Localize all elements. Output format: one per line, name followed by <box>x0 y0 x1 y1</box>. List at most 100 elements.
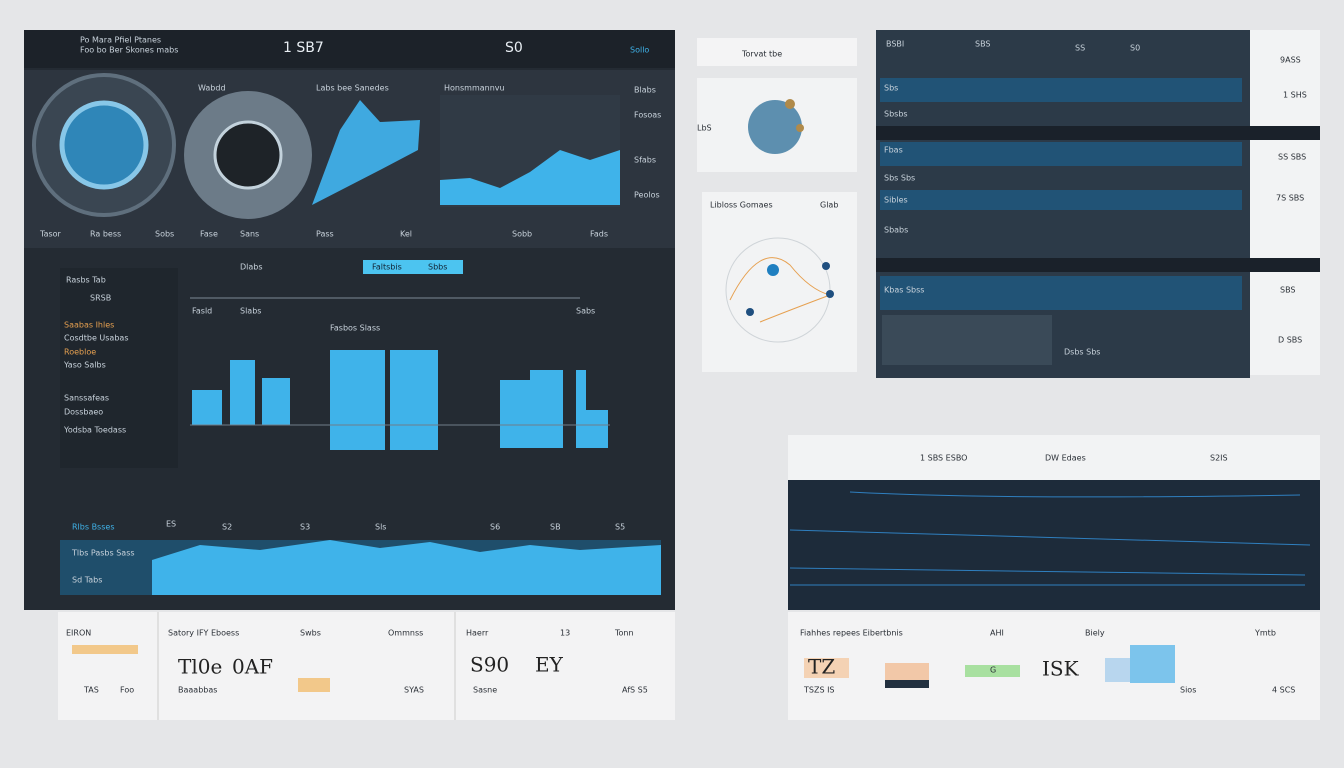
chart-label: Fasld <box>192 307 212 316</box>
monitor-panel: 1 SBS ESBO DW Edaes S2IS Fiahhes repees … <box>788 435 1320 720</box>
strip-tick: S6 <box>490 523 500 532</box>
trend-lines <box>789 491 1311 586</box>
swatch <box>72 645 138 654</box>
caption: Sobb <box>512 230 532 239</box>
area-chart <box>440 150 620 205</box>
panel-bg <box>58 612 675 720</box>
summary-header: Haerr <box>466 629 489 638</box>
footer-header: AHI <box>990 629 1004 638</box>
strip-tick: ES <box>166 520 176 529</box>
search-value: Sbbs <box>428 263 447 272</box>
table-header: BSBI <box>886 40 904 49</box>
table-header: S0 <box>1130 44 1140 53</box>
summary-note: Sasne <box>473 686 497 695</box>
side-label: Sfabs <box>634 156 656 165</box>
header-bar <box>788 435 1320 480</box>
summary-panel: EIRON Satory IFY Eboess Swbs Ommnss Haer… <box>58 612 675 720</box>
side-value: 7S SBS <box>1276 194 1304 203</box>
menu-item[interactable]: SRSB <box>90 294 111 303</box>
side-value: SBS <box>1280 286 1296 295</box>
summary-note: AfS S5 <box>622 686 648 695</box>
title-line: Foo bo Ber Skones mabs <box>80 46 178 55</box>
strip-tick: SB <box>550 523 561 532</box>
card <box>702 192 857 372</box>
section-title: Dlabs <box>240 263 263 272</box>
summary-header: Ommnss <box>388 629 423 638</box>
chart-label: Slabs <box>240 307 261 316</box>
side-value: D SBS <box>1278 336 1302 345</box>
caption: Sans <box>240 230 259 239</box>
caption: Tasor <box>39 230 62 239</box>
gauge-core <box>59 100 149 190</box>
menu-item[interactable]: Yaso Salbs <box>63 361 106 370</box>
strip-label: Tlbs Pasbs Sass <box>71 549 135 558</box>
summary-note: Foo <box>120 686 134 695</box>
menu-item[interactable]: Roebloe <box>64 348 96 357</box>
search-box[interactable] <box>363 260 463 274</box>
card-title-bar <box>697 38 857 66</box>
side-label: Fosoas <box>634 111 661 120</box>
summary-header: Satory IFY Eboess <box>168 629 239 638</box>
menu-item[interactable]: Saabas Ihles <box>64 321 114 330</box>
footer-value: TSZS IS <box>803 686 835 695</box>
summary-value: Tl0e <box>178 655 222 679</box>
dial-core <box>213 120 283 190</box>
headline: 1 SB7 <box>283 40 324 56</box>
table-row: Fbas <box>884 146 903 155</box>
path <box>729 257 832 323</box>
widget-label: Wabdd <box>198 84 226 93</box>
side-value: 1 SHS <box>1283 91 1307 100</box>
footer-value: TZ <box>808 655 835 679</box>
footer-header: Biely <box>1085 629 1105 638</box>
summary-note: TAS <box>83 686 99 695</box>
summary-note: SYAS <box>404 686 424 695</box>
strip-label: Sd Tabs <box>72 576 102 585</box>
summary-header: Swbs <box>300 629 321 638</box>
table-row: Sbsbs <box>884 110 908 119</box>
footer-value: ISK <box>1042 657 1080 681</box>
menu-item[interactable]: Sanssafeas <box>64 394 109 403</box>
summary-header: EIRON <box>66 629 91 638</box>
main-panel: Po Mara Pfiel Ptanes Foo bo Ber Skones m… <box>24 30 675 610</box>
summary-header: Tonn <box>614 629 634 638</box>
side-column <box>1250 30 1320 375</box>
footer-value: G <box>990 666 996 675</box>
cards: Torvat tbe LbS Libloss Gomaes Glab <box>697 38 857 372</box>
summary-value: S90 <box>470 653 509 677</box>
side-label: Peolos <box>634 191 660 200</box>
menu-item[interactable]: Yodsba Toedass <box>63 426 126 435</box>
caption: Fads <box>590 230 608 239</box>
summary-value: EY <box>535 653 564 677</box>
header-bar <box>24 30 675 68</box>
strip-tick: S2 <box>222 523 232 532</box>
menu-item[interactable]: Rasbs Tab <box>66 276 106 285</box>
caption: Pass <box>316 230 334 239</box>
title-line: Po Mara Pfiel Ptanes <box>80 36 161 45</box>
footer-value: 4 SCS <box>1272 686 1295 695</box>
summary-value: 0AF <box>232 655 273 679</box>
menu: Rasbs Tab SRSB Saabas Ihles Cosdtbe Usab… <box>63 276 128 435</box>
caption: Kel <box>400 230 412 239</box>
card-tag: Glab <box>820 201 838 210</box>
monitor-header: DW Edaes <box>1045 454 1086 463</box>
summary-header: 13 <box>560 629 570 638</box>
area-chart <box>312 100 420 205</box>
chart-label: Fasbos Slass <box>330 324 380 333</box>
table-header: SBS <box>975 40 991 49</box>
bar-chart <box>192 350 608 450</box>
footer-header: Ymtb <box>1254 629 1276 638</box>
strip-tick: S5 <box>615 523 625 532</box>
table-row: Kbas Sbss <box>884 286 924 295</box>
menu-item[interactable]: Dossbaeo <box>64 408 103 417</box>
table-row: Dsbs Sbs <box>1064 348 1100 357</box>
table-row: Sbs <box>884 84 898 93</box>
card-title: Torvat tbe <box>741 50 782 59</box>
caption: Ra bess <box>90 230 121 239</box>
search-label: Faltsbis <box>372 263 402 272</box>
brand: Sollo <box>630 46 649 55</box>
menu-item[interactable]: Cosdtbe Usabas <box>64 334 128 343</box>
side-value: SS SBS <box>1278 153 1306 162</box>
monitor-header: 1 SBS ESBO <box>920 454 967 463</box>
sphere <box>748 100 802 154</box>
widget-label: Labs bee Sanedes <box>316 84 389 93</box>
